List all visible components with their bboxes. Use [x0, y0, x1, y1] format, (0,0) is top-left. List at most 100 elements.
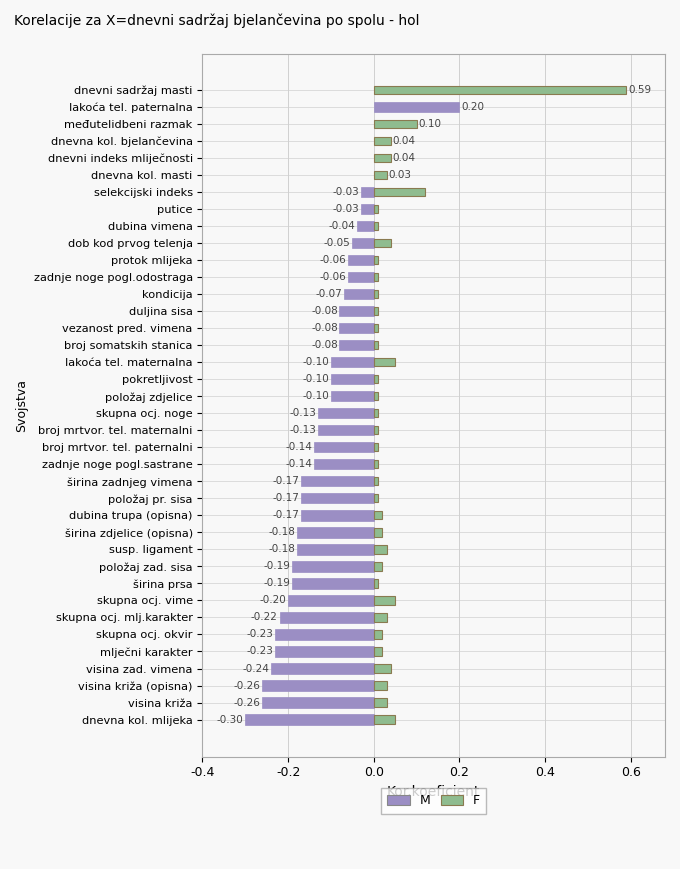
- Text: -0.30: -0.30: [217, 714, 243, 725]
- Bar: [374, 528, 382, 536]
- Bar: [374, 358, 395, 367]
- Bar: [374, 614, 387, 621]
- Bar: [331, 391, 374, 401]
- Bar: [356, 221, 374, 231]
- Bar: [374, 681, 387, 690]
- Text: -0.10: -0.10: [303, 391, 329, 401]
- Bar: [361, 187, 374, 197]
- Bar: [374, 647, 382, 655]
- Bar: [275, 629, 374, 640]
- Bar: [374, 546, 387, 554]
- Bar: [361, 204, 374, 215]
- Bar: [296, 527, 374, 538]
- Bar: [374, 580, 378, 587]
- Bar: [374, 86, 626, 94]
- Text: Korelacije za X=dnevni sadržaj bjelančevina po spolu - hol: Korelacije za X=dnevni sadržaj bjelančev…: [14, 13, 419, 28]
- Bar: [374, 392, 378, 401]
- Bar: [374, 222, 378, 230]
- Bar: [374, 715, 395, 724]
- Bar: [374, 409, 378, 417]
- Bar: [339, 323, 374, 334]
- Bar: [374, 307, 378, 315]
- Text: -0.19: -0.19: [264, 561, 290, 572]
- Text: 0.10: 0.10: [418, 119, 441, 129]
- Bar: [275, 647, 374, 657]
- Text: -0.17: -0.17: [272, 494, 299, 503]
- Text: -0.14: -0.14: [285, 442, 312, 453]
- Bar: [374, 494, 378, 502]
- Y-axis label: Svojstva: Svojstva: [15, 379, 28, 432]
- Bar: [374, 443, 378, 451]
- Text: -0.26: -0.26: [234, 698, 260, 707]
- Text: -0.08: -0.08: [311, 306, 338, 316]
- Text: -0.08: -0.08: [311, 341, 338, 350]
- Bar: [301, 494, 374, 503]
- Text: -0.23: -0.23: [247, 629, 273, 640]
- Text: -0.03: -0.03: [333, 187, 359, 197]
- Bar: [279, 613, 374, 622]
- Bar: [331, 375, 374, 384]
- Text: -0.24: -0.24: [242, 664, 269, 673]
- Text: -0.03: -0.03: [333, 204, 359, 214]
- Bar: [374, 154, 391, 163]
- X-axis label: Kor.koeficient: Kor.koeficient: [387, 785, 480, 799]
- Bar: [374, 699, 387, 706]
- Bar: [301, 476, 374, 487]
- Text: -0.19: -0.19: [264, 579, 290, 588]
- Text: 0.04: 0.04: [392, 136, 415, 146]
- Text: -0.18: -0.18: [268, 527, 295, 537]
- Bar: [374, 205, 378, 213]
- Bar: [245, 714, 374, 725]
- Text: -0.04: -0.04: [328, 222, 355, 231]
- Text: 0.03: 0.03: [388, 170, 411, 180]
- Bar: [374, 427, 378, 434]
- Bar: [318, 425, 374, 435]
- Text: -0.10: -0.10: [303, 375, 329, 384]
- Bar: [262, 698, 374, 707]
- Text: -0.17: -0.17: [272, 510, 299, 521]
- Bar: [348, 255, 374, 265]
- Text: -0.13: -0.13: [290, 408, 316, 418]
- Bar: [374, 630, 382, 639]
- Bar: [374, 665, 391, 673]
- Bar: [374, 511, 382, 520]
- Text: -0.20: -0.20: [260, 595, 286, 606]
- Bar: [374, 171, 387, 179]
- Bar: [292, 579, 374, 588]
- Bar: [374, 256, 378, 264]
- Bar: [313, 460, 374, 469]
- Bar: [344, 289, 374, 299]
- Text: -0.07: -0.07: [316, 289, 342, 299]
- Bar: [374, 562, 382, 571]
- Text: -0.26: -0.26: [234, 680, 260, 691]
- Bar: [339, 340, 374, 350]
- Bar: [339, 306, 374, 316]
- Bar: [262, 680, 374, 691]
- Text: -0.05: -0.05: [324, 238, 351, 249]
- Text: -0.06: -0.06: [320, 255, 346, 265]
- Bar: [348, 272, 374, 282]
- Text: 0.20: 0.20: [461, 103, 484, 112]
- Bar: [292, 561, 374, 572]
- Text: -0.22: -0.22: [251, 613, 278, 622]
- Bar: [288, 595, 374, 606]
- Bar: [301, 510, 374, 521]
- Bar: [352, 238, 374, 249]
- Text: -0.17: -0.17: [272, 476, 299, 487]
- Text: -0.23: -0.23: [247, 647, 273, 656]
- Bar: [374, 324, 378, 332]
- Bar: [374, 342, 378, 349]
- Text: -0.08: -0.08: [311, 323, 338, 334]
- Bar: [374, 477, 378, 486]
- Legend: M, F: M, F: [381, 788, 486, 813]
- Bar: [374, 120, 417, 129]
- Bar: [374, 137, 391, 145]
- Bar: [374, 461, 378, 468]
- Bar: [313, 442, 374, 453]
- Text: -0.10: -0.10: [303, 357, 329, 368]
- Bar: [331, 357, 374, 368]
- Text: 0.04: 0.04: [392, 153, 415, 163]
- Bar: [296, 544, 374, 554]
- Bar: [374, 273, 378, 282]
- Bar: [318, 408, 374, 419]
